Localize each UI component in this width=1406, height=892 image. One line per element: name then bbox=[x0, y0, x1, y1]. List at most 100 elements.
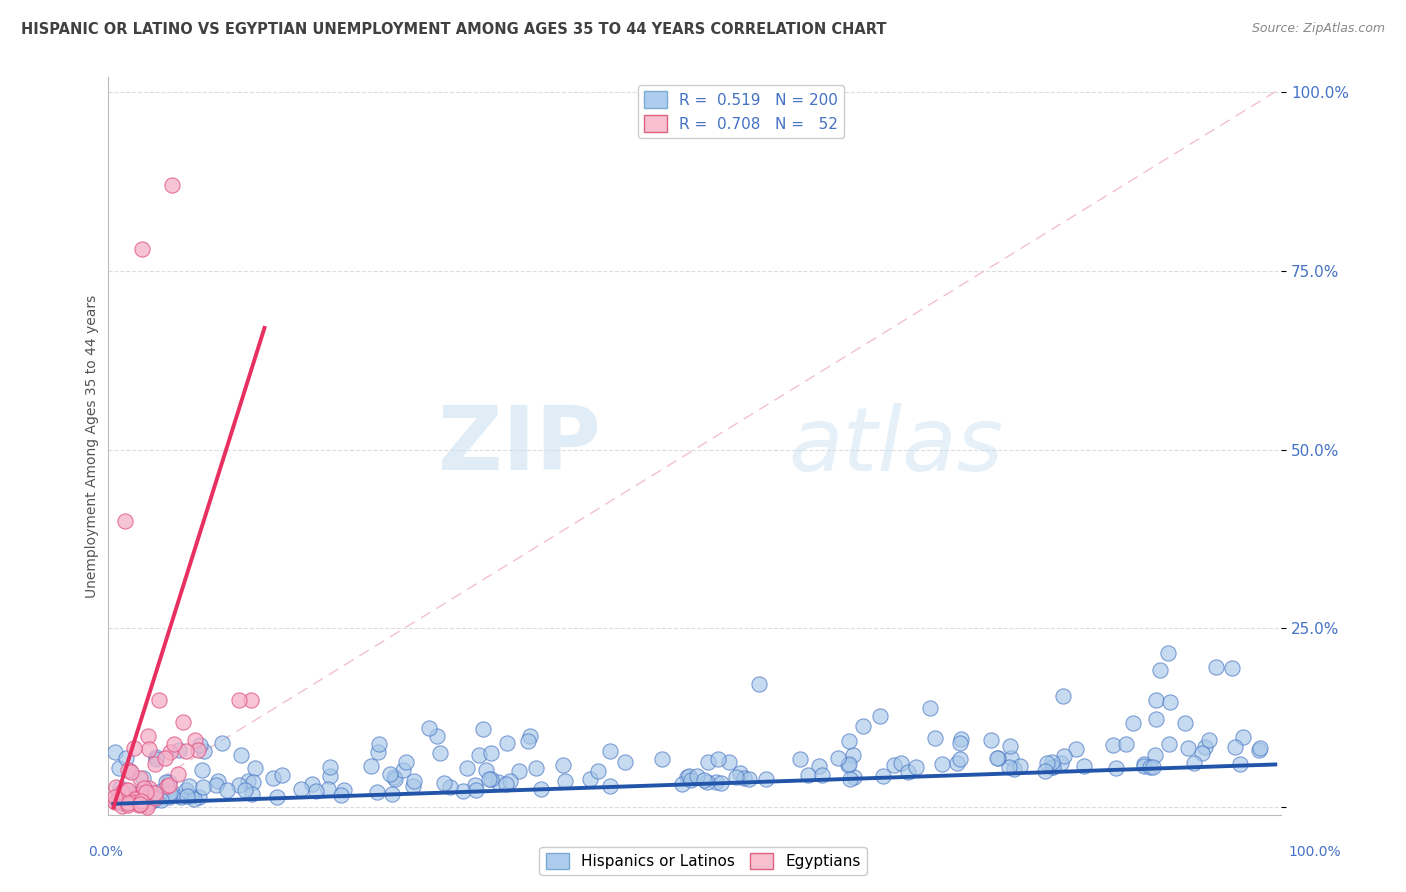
Point bbox=[142, 785, 165, 799]
Point bbox=[122, 786, 145, 800]
Point bbox=[132, 791, 155, 805]
Point bbox=[1139, 760, 1161, 774]
Point bbox=[177, 779, 200, 793]
Point bbox=[167, 743, 190, 757]
Point bbox=[111, 785, 134, 799]
Legend: Hispanics or Latinos, Egyptians: Hispanics or Latinos, Egyptians bbox=[540, 847, 866, 875]
Point bbox=[1249, 741, 1271, 756]
Point bbox=[104, 795, 127, 809]
Point bbox=[931, 756, 953, 771]
Point bbox=[121, 796, 143, 810]
Point bbox=[143, 791, 166, 805]
Point bbox=[157, 789, 180, 804]
Point bbox=[115, 751, 138, 765]
Point bbox=[1149, 663, 1171, 677]
Point bbox=[827, 751, 849, 765]
Point bbox=[1008, 759, 1031, 773]
Point bbox=[124, 791, 146, 805]
Point bbox=[676, 770, 699, 784]
Point bbox=[139, 795, 162, 809]
Point bbox=[135, 797, 157, 812]
Point bbox=[481, 746, 503, 760]
Point bbox=[150, 789, 173, 804]
Point bbox=[121, 790, 143, 805]
Point bbox=[1225, 740, 1247, 755]
Point bbox=[1133, 758, 1156, 772]
Point bbox=[980, 733, 1002, 747]
Point bbox=[319, 769, 342, 783]
Point bbox=[104, 745, 127, 759]
Point bbox=[524, 761, 547, 775]
Point bbox=[551, 758, 574, 772]
Point bbox=[433, 776, 456, 790]
Point bbox=[166, 766, 188, 780]
Point bbox=[135, 785, 157, 799]
Point bbox=[378, 767, 401, 781]
Point bbox=[211, 736, 233, 750]
Point bbox=[651, 752, 673, 766]
Point bbox=[136, 787, 159, 801]
Point bbox=[117, 782, 139, 797]
Point bbox=[145, 752, 167, 766]
Point bbox=[120, 764, 142, 778]
Point bbox=[464, 778, 486, 792]
Point bbox=[920, 701, 942, 715]
Point bbox=[117, 795, 139, 809]
Point bbox=[1159, 695, 1181, 709]
Point bbox=[111, 798, 134, 813]
Point bbox=[808, 759, 831, 773]
Point bbox=[479, 772, 502, 787]
Point bbox=[754, 772, 776, 787]
Point bbox=[905, 760, 928, 774]
Point bbox=[132, 781, 155, 796]
Point bbox=[404, 773, 426, 788]
Point bbox=[588, 764, 610, 779]
Point bbox=[717, 755, 740, 769]
Point bbox=[439, 780, 461, 794]
Point bbox=[530, 781, 553, 796]
Y-axis label: Unemployment Among Ages 35 to 44 years: Unemployment Among Ages 35 to 44 years bbox=[86, 294, 100, 598]
Point bbox=[170, 790, 193, 805]
Point bbox=[233, 783, 256, 797]
Point bbox=[696, 775, 718, 789]
Point bbox=[360, 759, 382, 773]
Point bbox=[838, 734, 860, 748]
Text: Source: ZipAtlas.com: Source: ZipAtlas.com bbox=[1251, 22, 1385, 36]
Point bbox=[153, 751, 176, 765]
Point bbox=[129, 793, 152, 807]
Point bbox=[681, 772, 703, 787]
Point bbox=[107, 790, 129, 805]
Point bbox=[142, 793, 165, 807]
Point bbox=[138, 781, 160, 796]
Point bbox=[245, 761, 267, 775]
Point bbox=[319, 759, 342, 773]
Point bbox=[117, 797, 139, 812]
Point bbox=[1050, 756, 1073, 770]
Point bbox=[1157, 646, 1180, 660]
Point bbox=[519, 730, 541, 744]
Point bbox=[495, 776, 517, 790]
Point bbox=[1173, 716, 1195, 731]
Point bbox=[1142, 760, 1164, 774]
Point bbox=[838, 772, 860, 786]
Point bbox=[242, 775, 264, 789]
Point bbox=[1002, 762, 1025, 776]
Point bbox=[842, 747, 865, 762]
Point bbox=[104, 780, 127, 795]
Point bbox=[471, 723, 494, 737]
Point bbox=[128, 797, 150, 812]
Point bbox=[704, 774, 727, 789]
Point bbox=[207, 774, 229, 789]
Point bbox=[159, 786, 181, 800]
Point bbox=[1105, 761, 1128, 775]
Point bbox=[330, 789, 353, 803]
Point bbox=[1052, 689, 1074, 703]
Point bbox=[883, 758, 905, 772]
Point bbox=[418, 721, 440, 735]
Point bbox=[678, 769, 700, 783]
Point bbox=[132, 771, 155, 785]
Point bbox=[149, 792, 172, 806]
Point bbox=[1035, 764, 1057, 778]
Point bbox=[188, 738, 211, 752]
Point bbox=[136, 788, 159, 802]
